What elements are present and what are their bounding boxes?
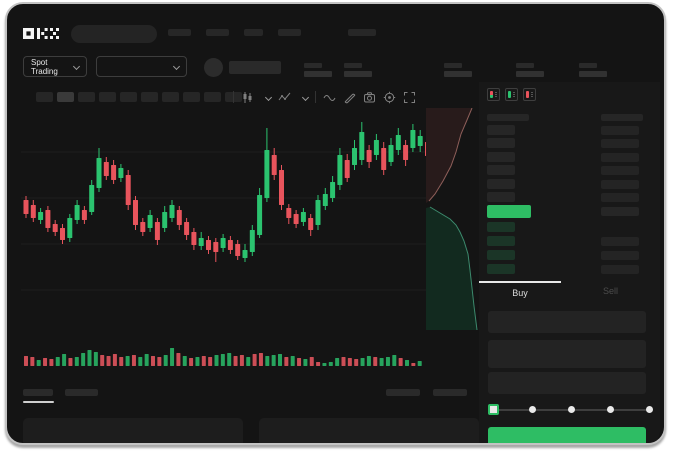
timeframe-button[interactable]: [141, 92, 158, 102]
orderbook-row-price[interactable]: [487, 222, 515, 232]
orderbook-row-amount: [601, 153, 639, 162]
slider-stop[interactable]: [567, 406, 575, 413]
tab-buy[interactable]: Buy: [479, 281, 561, 303]
stat-label-placeholder: [344, 63, 362, 68]
settings-icon[interactable]: [383, 91, 396, 104]
coin-icon: [204, 58, 223, 77]
timeframe-button[interactable]: [78, 92, 95, 102]
orderbook-row-amount: [601, 193, 639, 202]
bottom-panel: [23, 418, 243, 443]
depth-chart: [426, 108, 478, 330]
right-panel: Buy Sell: [479, 82, 660, 443]
draw-icon[interactable]: [343, 91, 356, 104]
stat-label-placeholder: [444, 63, 462, 68]
stat-label-placeholder: [516, 63, 534, 68]
active-tab-underline: [23, 401, 54, 403]
nav-item-placeholder[interactable]: [278, 29, 301, 36]
orderbook-row-price[interactable]: [487, 236, 515, 246]
nav-item-placeholder[interactable]: [244, 29, 263, 36]
timeframe-bar: [36, 92, 242, 102]
book-bids-icon[interactable]: [505, 88, 518, 101]
indicators-icon[interactable]: [278, 91, 291, 104]
chart-toolbar: [233, 89, 416, 105]
slider-stop[interactable]: [606, 406, 614, 413]
stat-value-placeholder: [516, 71, 544, 77]
timeframe-button[interactable]: [120, 92, 137, 102]
timeframe-button[interactable]: [99, 92, 116, 102]
bottom-panel: [259, 418, 479, 443]
orderbook-row-amount: [601, 207, 639, 216]
market-type-label: Spot Trading: [31, 57, 58, 76]
timeframe-button[interactable]: [57, 92, 74, 102]
price-input[interactable]: [488, 311, 646, 333]
total-input[interactable]: [488, 372, 646, 394]
orderbook-row-amount: [601, 126, 639, 135]
nav-item-placeholder[interactable]: [348, 29, 376, 36]
stat-value-placeholder: [444, 71, 472, 77]
fullscreen-icon[interactable]: [403, 91, 416, 104]
orderbook-row-amount: [601, 265, 639, 274]
tab-sell-label: Sell: [602, 286, 618, 296]
search-input[interactable]: [71, 25, 157, 43]
stat-value-placeholder: [579, 71, 607, 77]
divider: [233, 91, 234, 103]
orderbook-row-price[interactable]: [487, 125, 515, 135]
orderbook-row-amount: [601, 237, 639, 246]
orderbook-row-price[interactable]: [487, 192, 515, 202]
okx-logo: [23, 26, 59, 41]
orderbook-row-price[interactable]: [487, 250, 515, 260]
orderbook-row-amount: [601, 251, 639, 260]
stat-value-placeholder: [304, 71, 332, 77]
book-asks-icon[interactable]: [523, 88, 536, 101]
orderbook-row-price[interactable]: [487, 179, 515, 189]
orderbook-row-amount: [601, 180, 639, 189]
orderbook-row-amount: [601, 166, 639, 175]
tab-sell[interactable]: Sell: [561, 281, 660, 301]
orderbook-row-price[interactable]: [487, 264, 515, 274]
tab-buy-label: Buy: [512, 288, 528, 298]
orderbook-col-header-price: [487, 114, 529, 121]
timeframe-button[interactable]: [162, 92, 179, 102]
stat-value-placeholder: [344, 71, 372, 77]
stat-label-placeholder: [579, 63, 597, 68]
line-icon[interactable]: [323, 91, 336, 104]
last-price-bar: [487, 205, 531, 218]
slider-handle[interactable]: [488, 404, 499, 415]
bottom-action-placeholder[interactable]: [433, 389, 467, 396]
orderbook-col-header-amount: [601, 114, 643, 121]
camera-icon[interactable]: [363, 91, 376, 104]
candle-type-icon[interactable]: [241, 91, 254, 104]
market-type-dropdown[interactable]: Spot Trading: [23, 56, 87, 77]
chevron-down-icon: [72, 62, 81, 71]
amount-input[interactable]: [488, 340, 646, 368]
timeframe-button[interactable]: [204, 92, 221, 102]
bottom-tab-active[interactable]: [23, 389, 53, 396]
volume-chart: [24, 348, 422, 366]
divider: [315, 91, 316, 103]
book-combined-icon[interactable]: [487, 88, 500, 101]
pair-dropdown[interactable]: [96, 56, 187, 77]
orderbook-row-amount: [601, 139, 639, 148]
pair-name-placeholder: [229, 61, 281, 74]
buy-submit-button[interactable]: [488, 427, 646, 443]
stat-label-placeholder: [304, 63, 322, 68]
nav-item-placeholder[interactable]: [206, 29, 229, 36]
orderbook-row-price[interactable]: [487, 165, 515, 175]
chevron-down-icon: [172, 62, 181, 71]
orderbook-row-price[interactable]: [487, 152, 515, 162]
nav-item-placeholder[interactable]: [168, 29, 191, 36]
bottom-tab[interactable]: [65, 389, 98, 396]
timeframe-button[interactable]: [36, 92, 53, 102]
orderbook-row-price[interactable]: [487, 138, 515, 148]
slider-stop[interactable]: [645, 406, 653, 413]
slider-stop[interactable]: [528, 406, 536, 413]
timeframe-button[interactable]: [183, 92, 200, 102]
chevron-down-icon[interactable]: [301, 93, 310, 101]
candlestick-chart[interactable]: [21, 108, 427, 334]
chevron-down-icon[interactable]: [264, 93, 273, 101]
bottom-action-placeholder[interactable]: [386, 389, 420, 396]
app-window: Spot Trading: [5, 2, 666, 445]
